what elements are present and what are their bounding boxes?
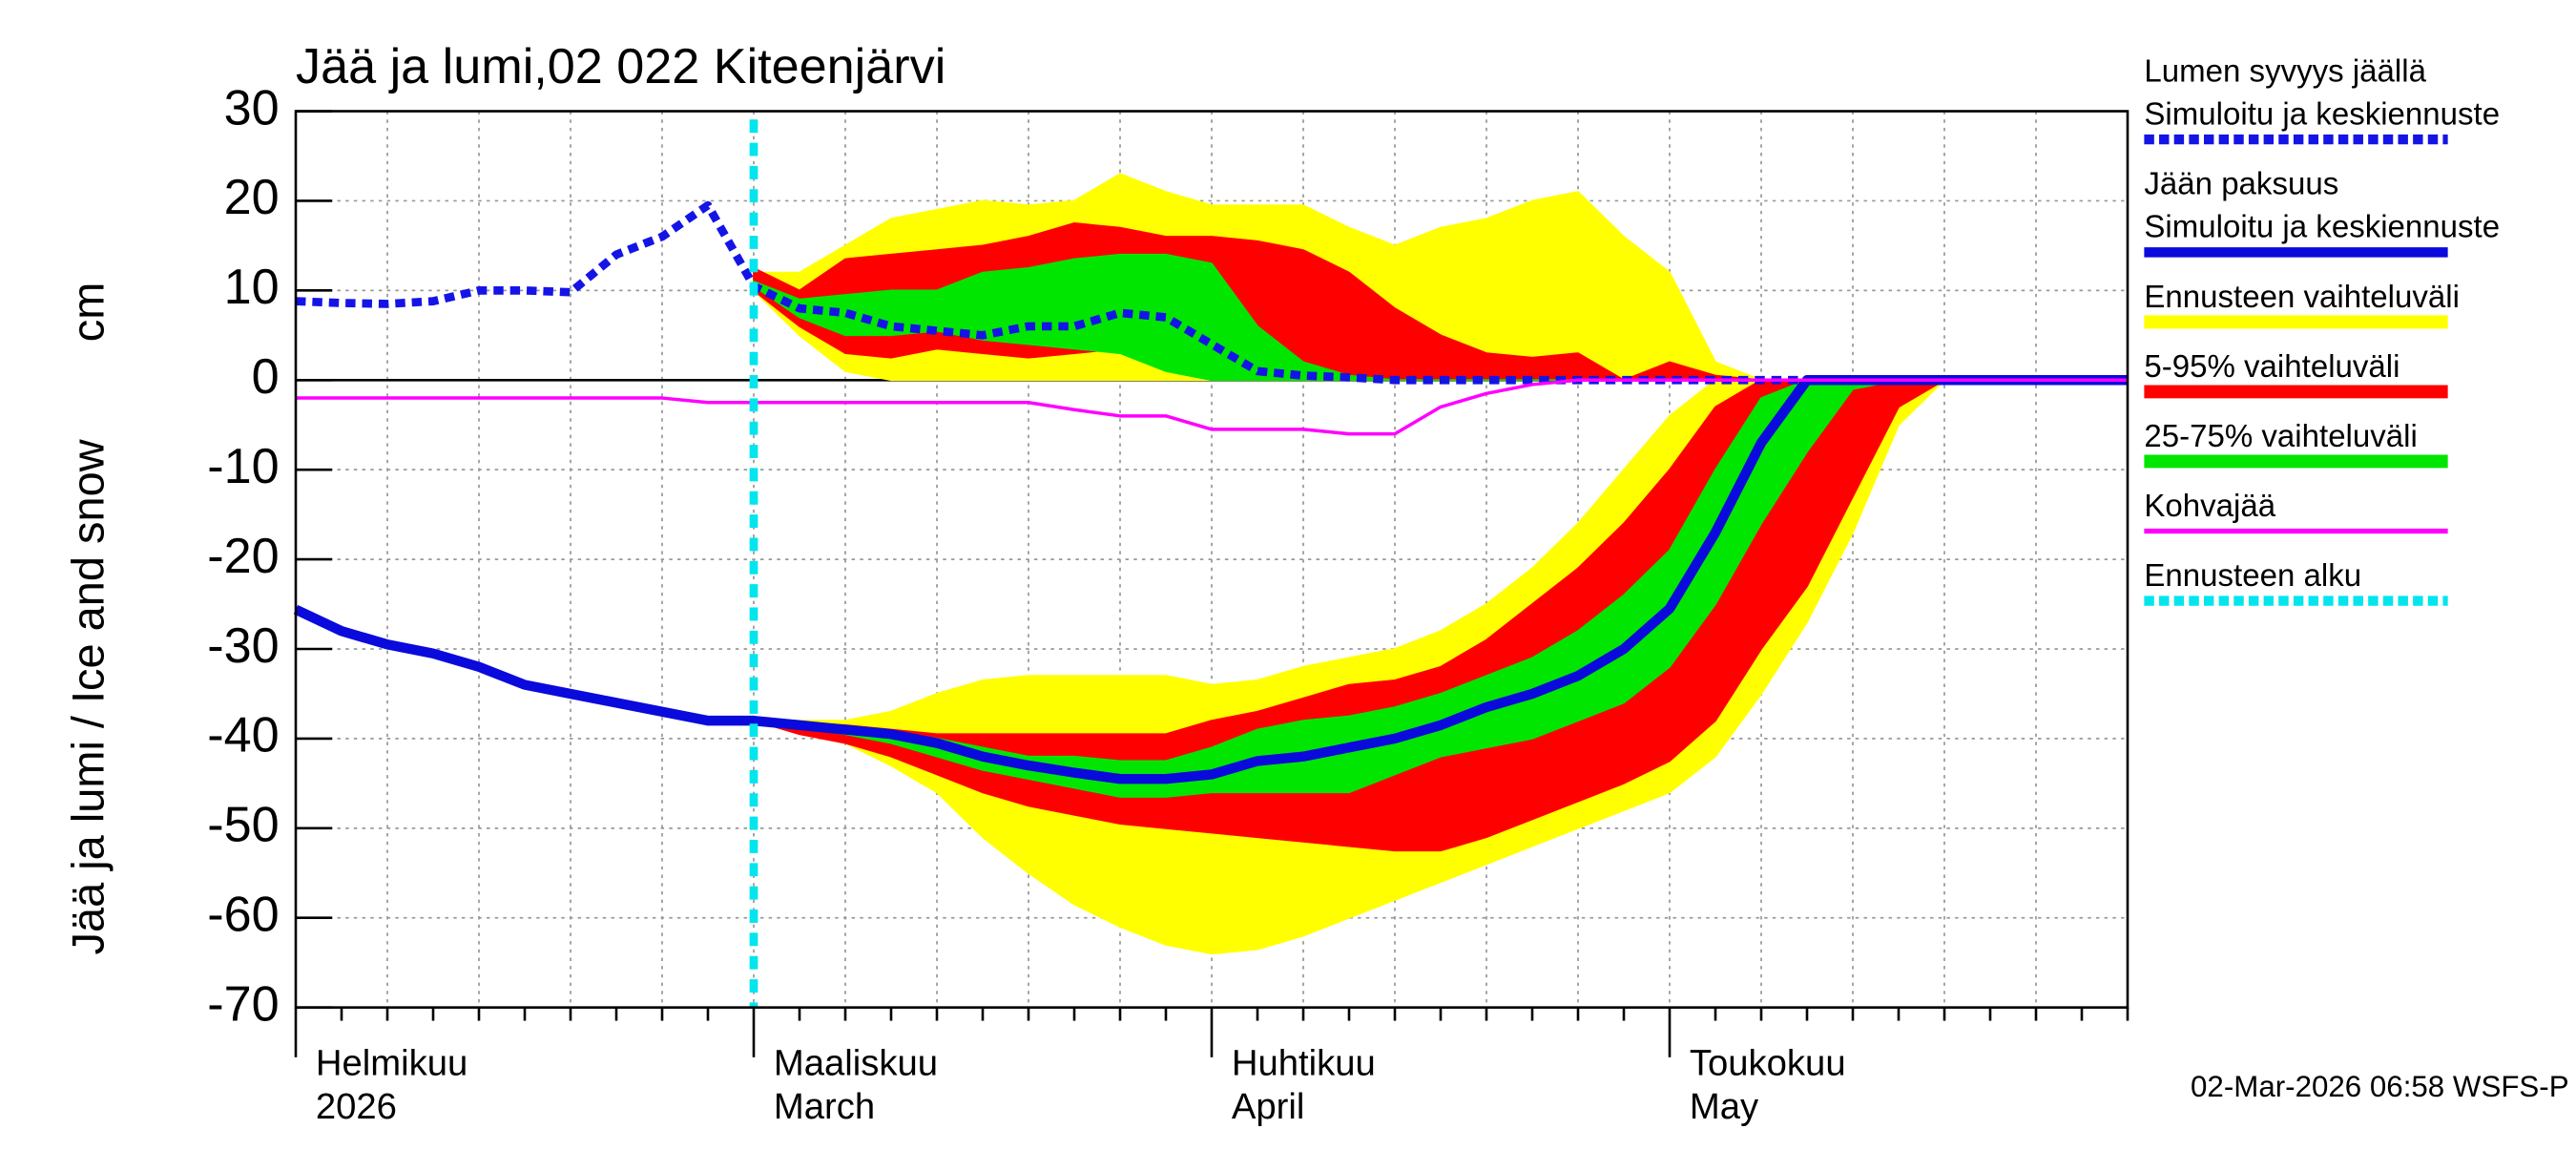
- x-tick-label: Helmikuu: [316, 1043, 467, 1084]
- legend-label: Ennusteen vaihteluväli: [2144, 280, 2460, 315]
- chart-title: Jää ja lumi,02 022 Kiteenjärvi: [296, 39, 945, 94]
- forecast-band: [753, 379, 2128, 798]
- legend-label: 25-75% vaihteluväli: [2144, 419, 2417, 454]
- legend-sublabel: Simuloitu ja keskiennuste: [2144, 210, 2500, 245]
- legend-label: Jään paksuus: [2144, 167, 2338, 202]
- y-tick-label: -50: [207, 798, 279, 853]
- forecast-band: [753, 379, 2128, 852]
- x-tick-label: April: [1232, 1086, 1305, 1127]
- y-tick-label: -10: [207, 439, 279, 494]
- x-tick-label: Huhtikuu: [1232, 1043, 1376, 1084]
- series-line: [295, 378, 2128, 436]
- x-tick-label: March: [774, 1086, 875, 1127]
- x-tick-label: May: [1690, 1086, 1759, 1127]
- y-tick-label: 10: [224, 260, 280, 315]
- y-tick-label: -40: [207, 708, 279, 763]
- y-tick-label: 30: [224, 80, 280, 136]
- legend-label: Kohvajää: [2144, 489, 2275, 524]
- y-tick-label: 20: [224, 170, 280, 225]
- y-tick-label: -20: [207, 529, 279, 584]
- legend-label: 5-95% vaihteluväli: [2144, 349, 2399, 385]
- x-tick-label: Maaliskuu: [774, 1043, 938, 1084]
- x-tick-label: 2026: [316, 1086, 397, 1127]
- y-tick-label: -70: [207, 976, 279, 1032]
- x-tick-label: Toukokuu: [1690, 1043, 1846, 1084]
- legend-label: Ennusteen alku: [2144, 558, 2361, 594]
- legend-sublabel: Simuloitu ja keskiennuste: [2144, 96, 2500, 132]
- y-tick-label: 0: [252, 349, 280, 405]
- footer: 02-Mar-2026 06:58 WSFS-P: [2191, 1070, 2569, 1103]
- y-tick-label: -60: [207, 888, 279, 943]
- y-axis-label: Jää ja lumi / Ice and snow: [62, 438, 113, 954]
- y-axis-unit: cm: [62, 282, 113, 343]
- y-tick-label: -30: [207, 618, 279, 674]
- legend-label: Lumen syvyys jäällä: [2144, 53, 2426, 89]
